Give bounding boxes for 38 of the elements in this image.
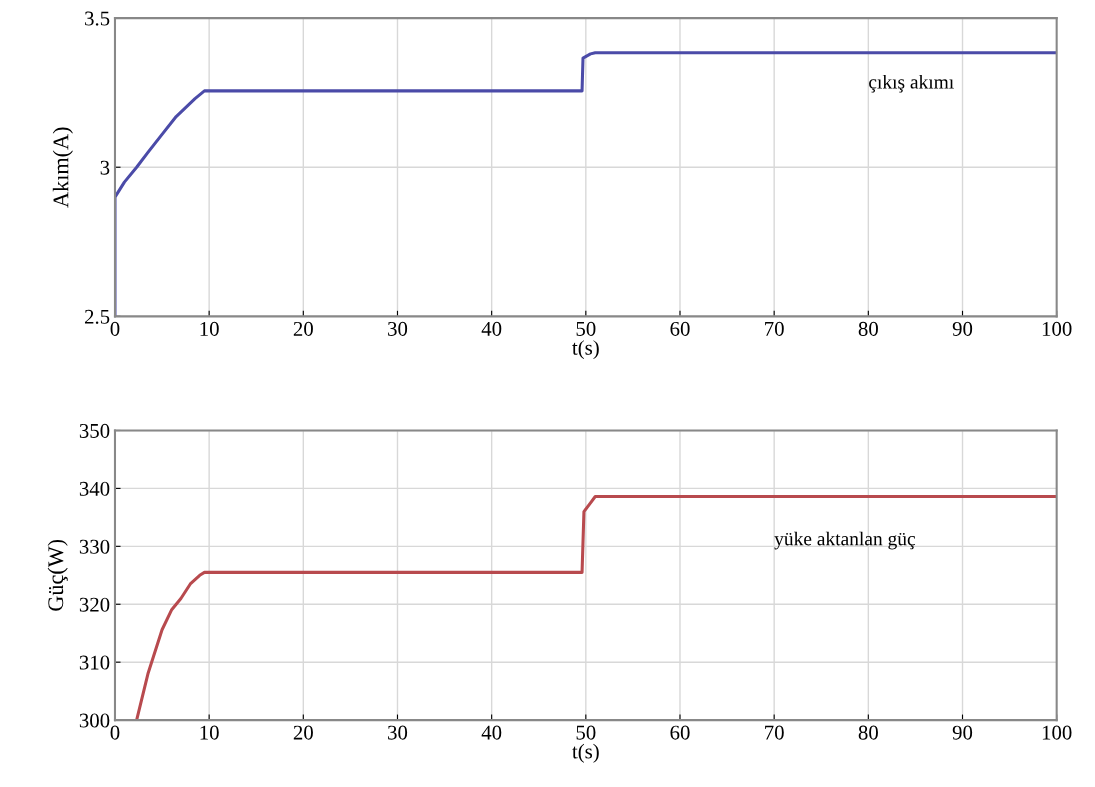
y-tick-label: 2.5	[84, 309, 110, 324]
y-tick-label: 350	[79, 423, 110, 438]
x-tick-label: 20	[293, 321, 313, 336]
y-tick-label: 330	[79, 539, 110, 554]
y-tick-label: 340	[79, 481, 110, 496]
x-tick-label: 80	[858, 321, 878, 336]
x-tick-label: 70	[765, 725, 784, 740]
y-tick-label: 320	[79, 597, 110, 612]
x-tick-label: 100	[1042, 725, 1072, 740]
x-tick-label: 60	[670, 725, 690, 740]
x-axis-title: t(s)	[572, 340, 599, 360]
y-tick-label: 310	[79, 655, 110, 670]
y-axis-title: Güç(W)	[47, 539, 68, 611]
x-tick-label: 90	[952, 321, 973, 336]
x-axis-title: t(s)	[572, 743, 599, 763]
x-tick-label: 10	[200, 321, 219, 336]
y-tick-label: 3.5	[85, 11, 110, 26]
x-tick-label: 40	[481, 725, 502, 740]
x-tick-label: 0	[110, 321, 120, 336]
x-tick-label: 50	[576, 725, 596, 740]
x-tick-label: 100	[1042, 321, 1072, 336]
x-tick-label: 90	[952, 725, 973, 740]
x-tick-label: 0	[110, 725, 120, 740]
y-axis-title: Akım(A)	[52, 127, 73, 208]
x-tick-label: 30	[388, 725, 408, 740]
series-label: çıkış akımı	[869, 74, 954, 93]
x-tick-label: 40	[481, 321, 502, 336]
x-tick-label: 80	[858, 725, 878, 740]
line-series	[135, 494, 1057, 721]
x-tick-label: 30	[388, 321, 408, 336]
x-tick-label: 60	[670, 321, 690, 336]
x-tick-label: 50	[576, 321, 596, 336]
y-tick-label: 3	[100, 160, 110, 175]
x-tick-label: 10	[200, 725, 219, 740]
y-tick-label: 300	[79, 713, 110, 728]
series-label: yüke aktanlan güç	[774, 531, 916, 550]
x-tick-label: 70	[765, 321, 784, 336]
x-tick-label: 20	[293, 725, 313, 740]
